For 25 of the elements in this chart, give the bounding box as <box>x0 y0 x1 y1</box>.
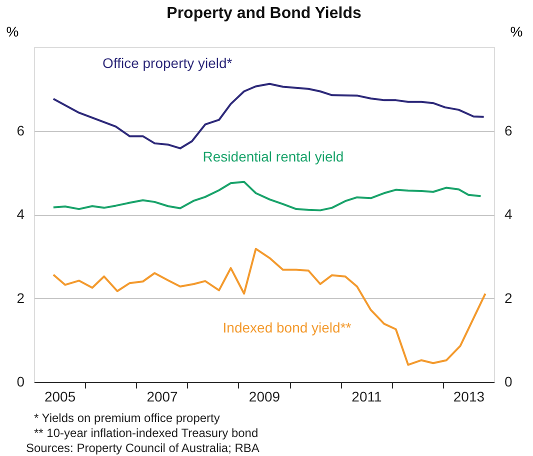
line-series <box>52 82 485 150</box>
x-tick-label: 2005 <box>44 388 76 404</box>
text: ** 10-year inflation-indexed Treasury bond <box>34 426 258 440</box>
x-tick-label: 2013 <box>453 388 485 404</box>
source-note: Sources: Property Council of Australia; RBA <box>26 441 260 455</box>
x-tick-label: 2007 <box>146 388 178 404</box>
line-series <box>52 248 486 366</box>
y2-axis-title: % <box>510 24 523 40</box>
y2-tick-label: 2 <box>504 290 512 306</box>
y-tick-label: 0 <box>16 374 25 390</box>
y2-tick-label: 0 <box>504 374 512 390</box>
series-label: Office property yield* <box>102 54 233 71</box>
line-series <box>52 180 482 212</box>
text: Residential rental yield <box>202 148 344 165</box>
y-tick-label: 4 <box>16 206 25 222</box>
y-tick-label: 2 <box>16 290 25 306</box>
y2-tick-label: 4 <box>504 206 512 222</box>
chart-title: Property and Bond Yields <box>166 5 362 22</box>
series-label: Indexed bond yield** <box>222 319 352 336</box>
x-tick-label: 2011 <box>352 388 382 404</box>
y-tick-label: 6 <box>16 122 25 138</box>
text: * Yields on premium office property <box>34 411 220 425</box>
y-axis-title: % <box>6 24 19 40</box>
x-tick-label: 2009 <box>248 388 280 404</box>
y2-tick-label: 6 <box>504 122 512 138</box>
